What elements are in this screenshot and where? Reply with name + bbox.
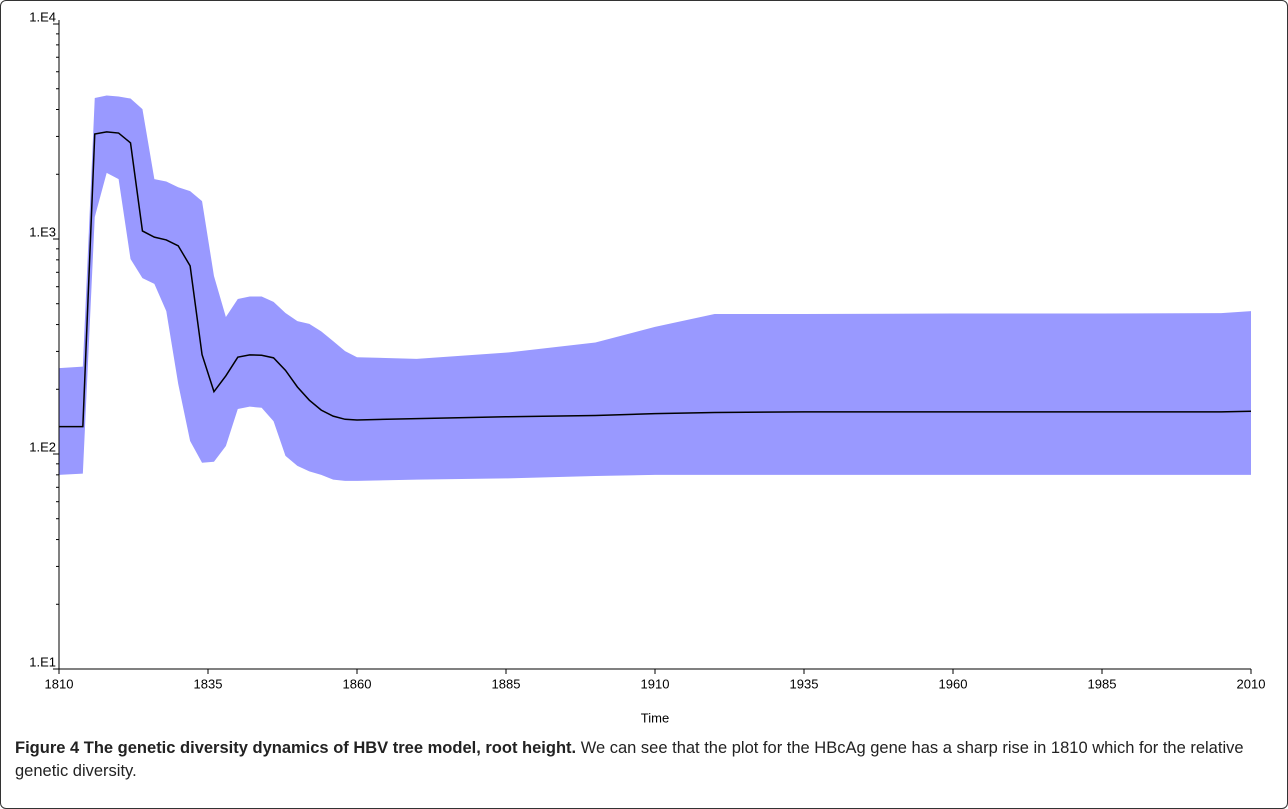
caption-text: We can see that the plot for the HBcAg g… (15, 739, 1244, 780)
chart: Time 1.E1 1.E2 1.E3 1.E4 1810 1835 1860 1885 191… (29, 9, 1266, 725)
line (59, 131, 1252, 428)
x-tick-label: 1935 (790, 676, 819, 691)
x-tick-label: 1985 (1088, 676, 1117, 691)
y-tick-label: 1.E4 (29, 9, 56, 24)
caption: Figure 4 The genetic diversity dynamics … (15, 737, 1277, 783)
x-tick-label: 2010 (1237, 676, 1266, 691)
x-tick-label: 1835 (194, 676, 223, 691)
x-tick-label: 1960 (939, 676, 968, 691)
x-tick-label: 1885 (492, 676, 521, 691)
y-tick-label: 1.E2 (29, 439, 56, 454)
x-tick-label: 1860 (343, 676, 372, 691)
caption-label: Figure 4 The genetic diversity dynamics … (15, 739, 577, 757)
x-tick-label: 1810 (45, 676, 74, 691)
y-tick-label: 1.E1 (29, 654, 56, 669)
band (59, 95, 1251, 481)
x-tick-label: 1910 (641, 676, 670, 691)
y-tick-label: 1.E3 (29, 224, 56, 239)
x-axis-label: Time (641, 710, 669, 725)
